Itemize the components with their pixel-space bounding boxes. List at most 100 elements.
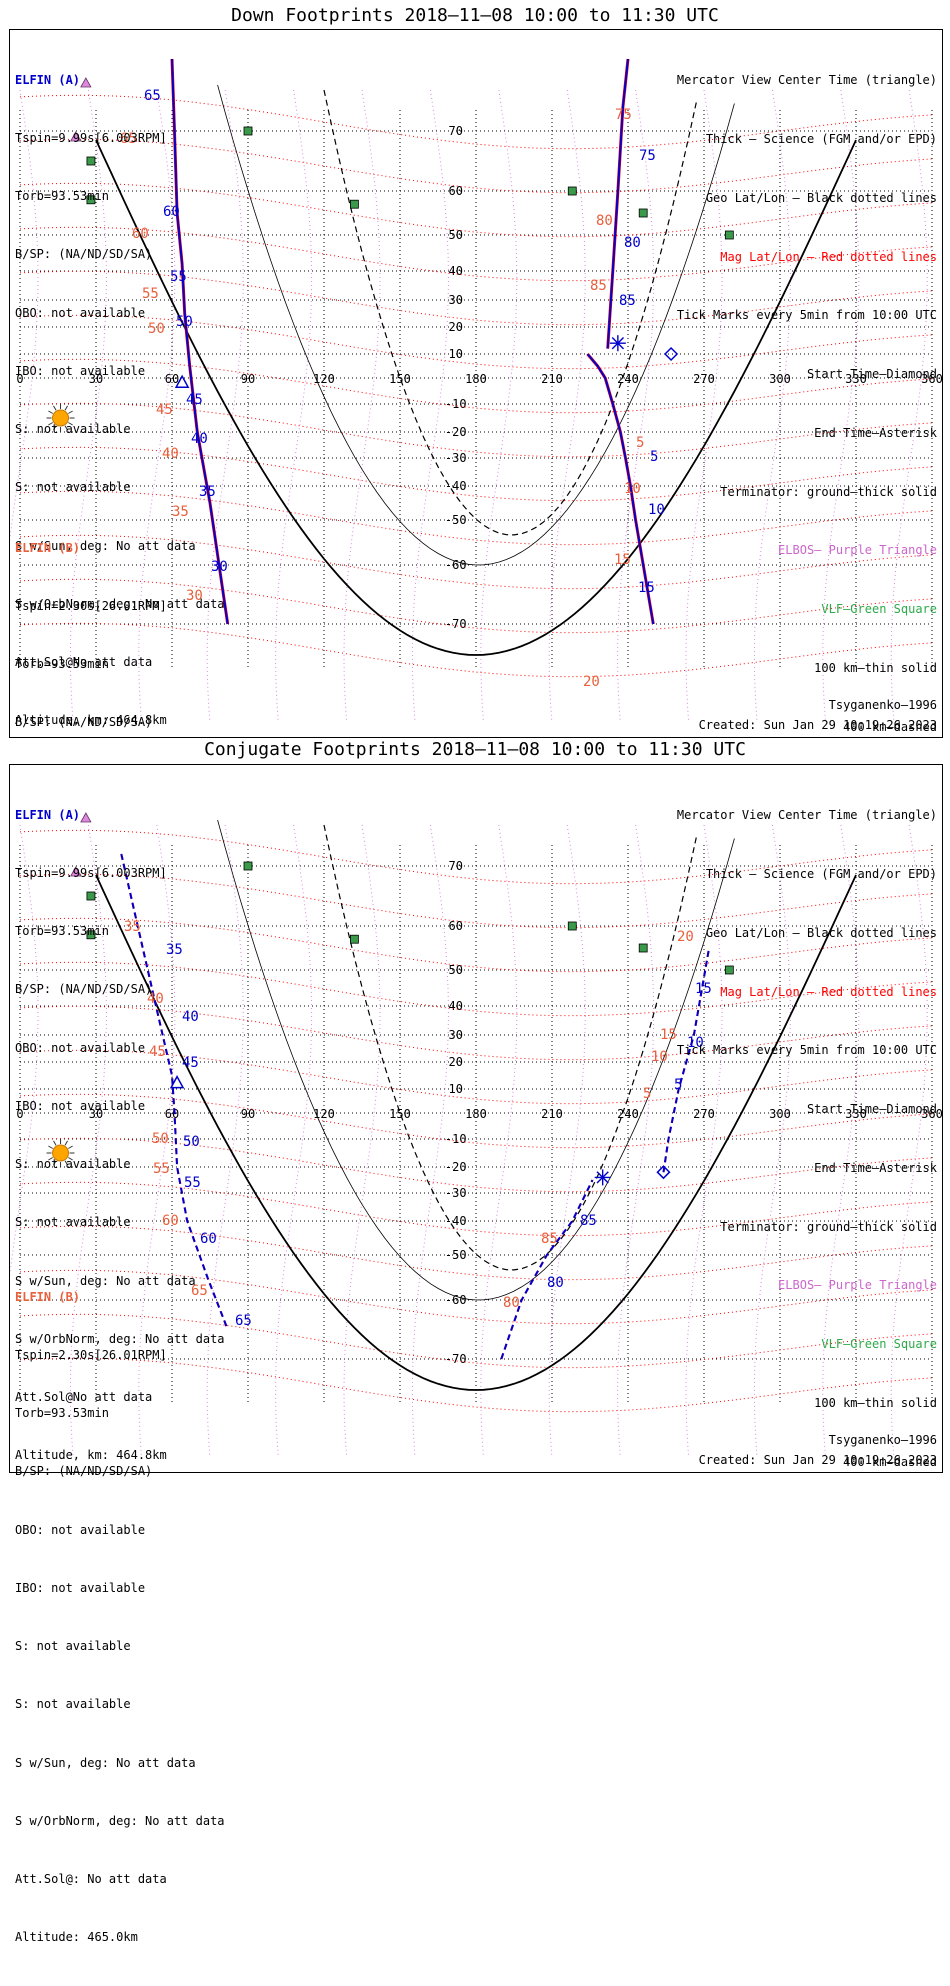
tick-mark-label: 75 [639, 148, 656, 164]
elfin-a-alt: Altitude, km: 464.8km [15, 713, 167, 728]
terminator-line [95, 874, 857, 1391]
legend-item: VLF–Green Square [821, 602, 937, 617]
y-tick-label: -30 [445, 451, 467, 465]
elbos-triangle [70, 131, 82, 142]
tick-mark-label: 45 [156, 402, 173, 418]
tick-mark-label: 5 [643, 1086, 651, 1102]
mag-lat-line [19, 1313, 933, 1369]
x-tick-label: 0 [16, 372, 23, 386]
terminator-line [95, 139, 857, 656]
legend-item: Start Time–Diamond [806, 1102, 937, 1117]
elfin-a-ibo: IBO: not available [15, 363, 146, 378]
elfin-a-torb: Torb=93.53min [15, 189, 109, 204]
tick-mark-label: 60 [163, 204, 180, 220]
tick-mark-label: 65 [191, 1283, 208, 1299]
terminator-100km-line [217, 819, 735, 1301]
tick-mark-label: 5 [674, 1077, 682, 1093]
elfin-b-s2: S: not available [15, 1697, 131, 1712]
tick-mark-label: 20 [583, 674, 600, 690]
sun-ray [48, 422, 53, 426]
mag-lat-line [19, 138, 933, 194]
legend-down: Mercator View Center Time (triangle) Thi… [677, 32, 937, 777]
mag-lat-line [19, 1225, 933, 1281]
elfin-a-ibo: IBO: not available [15, 1098, 146, 1113]
mag-lat-line [19, 1137, 933, 1193]
terminator-100km-line [217, 84, 735, 566]
sun-ray [48, 1157, 53, 1161]
mag-lon-line [685, 89, 723, 721]
tick-mark-label: 30 [211, 559, 228, 575]
elfin-a-swsun: S w/Sun, deg: No att data [15, 538, 196, 553]
tick-mark-label: 55 [184, 1175, 201, 1191]
tick-mark-label: 65 [144, 88, 161, 104]
elfin-a-attsol: Att.Sol@No att data [15, 655, 153, 669]
mag-lon-line [138, 89, 176, 721]
footprint-track [500, 1179, 594, 1360]
legend-item: End Time–Asterisk [814, 1160, 937, 1175]
y-tick-label: -10 [445, 397, 467, 411]
mag-lon-line [890, 89, 928, 721]
elfin-a-torb: Torb=93.53min [15, 924, 109, 939]
y-tick-label: -60 [445, 1293, 467, 1307]
y-tick-label: -30 [445, 1186, 467, 1200]
y-tick-label: -50 [445, 1248, 467, 1262]
y-tick-label: 50 [449, 228, 463, 242]
y-tick-label: 60 [449, 919, 463, 933]
tick-mark-label: 10 [648, 502, 665, 518]
mag-lat-line [19, 1357, 933, 1413]
x-tick-label: 30 [89, 1107, 103, 1121]
tick-mark-label: 60 [162, 1213, 179, 1229]
y-tick-label: 30 [449, 293, 463, 307]
sun-icon [52, 1144, 70, 1162]
elfin-a-alt: Altitude, km: 464.8km [15, 1448, 167, 1463]
legend-item: 100 km–thin solid [814, 1396, 937, 1410]
end-asterisk [596, 1171, 609, 1184]
x-tick-label: 60 [165, 372, 179, 386]
created-label: Created: Sun Jan 29 10:19:26 2023 [698, 1452, 937, 1467]
model-label: Tsyganenko–1996 [828, 698, 937, 712]
mag-lat-line [19, 314, 933, 370]
elfin-b-torb: Torb=93.53min [15, 657, 109, 672]
map-panel-down: 0 30 60 90 120 150 180 210 240 270 300 330 360 70 60 50… [9, 29, 943, 1195]
y-tick-label: -20 [445, 1160, 467, 1174]
tick-mark-label: 80 [503, 1295, 520, 1311]
tick-mark-label: 45 [182, 1055, 199, 1071]
mag-lon-line [685, 824, 723, 1456]
elfin-a-obo: OBO: not available [15, 305, 146, 320]
mag-lon-line [343, 89, 381, 721]
tick-mark-label: 40 [182, 1009, 199, 1025]
mag-lat-line [19, 1049, 933, 1105]
mag-lat-line [19, 961, 933, 1017]
x-tick-label: 330 [845, 372, 867, 386]
elfin-a-header: ELFIN (A) [15, 807, 81, 822]
x-tick-label: 270 [693, 1107, 715, 1121]
tick-mark-label: 55 [153, 1161, 170, 1177]
mag-lon-line [206, 89, 244, 721]
y-tick-label: -40 [445, 479, 467, 493]
mag-lon-line [10, 89, 39, 542]
elfin-a-attsol: Att.Sol@No att data [15, 1390, 153, 1404]
y-tick-label: 50 [449, 963, 463, 977]
elfin-a-s2: S: not available [15, 1215, 131, 1230]
sun-ray [68, 1157, 73, 1161]
vlf-station-square [349, 199, 359, 209]
mag-lon-line [890, 824, 928, 1456]
elfin-a-bsp: B/SP: (NA/ND/SD/SA) [15, 982, 153, 997]
x-tick-label: 180 [465, 372, 487, 386]
y-tick-label: 70 [449, 859, 463, 873]
elbos-triangle [80, 812, 92, 823]
y-tick-label: -50 [445, 513, 467, 527]
vlf-station-square [86, 195, 96, 205]
chart-title-down: Down Footprints 2018–11–08 10:00 to 11:3… [231, 5, 719, 26]
sun-ray [68, 422, 73, 426]
mag-lon-line [411, 89, 449, 721]
elfin-b-sworb: S w/OrbNorm, deg: No att data [15, 1813, 225, 1828]
x-tick-label: 240 [617, 372, 639, 386]
vlf-station-square [638, 208, 648, 218]
x-tick-label: 90 [241, 372, 255, 386]
mag-lat-line [19, 358, 933, 414]
elfin-a-header: ELFIN (A) [15, 72, 81, 87]
tick-mark-label: 85 [590, 278, 607, 294]
elfin-a-tspin: Tspin=9.99s[6.003RPM] [15, 131, 167, 146]
elfin-b-header: ELFIN (B) [15, 540, 81, 555]
